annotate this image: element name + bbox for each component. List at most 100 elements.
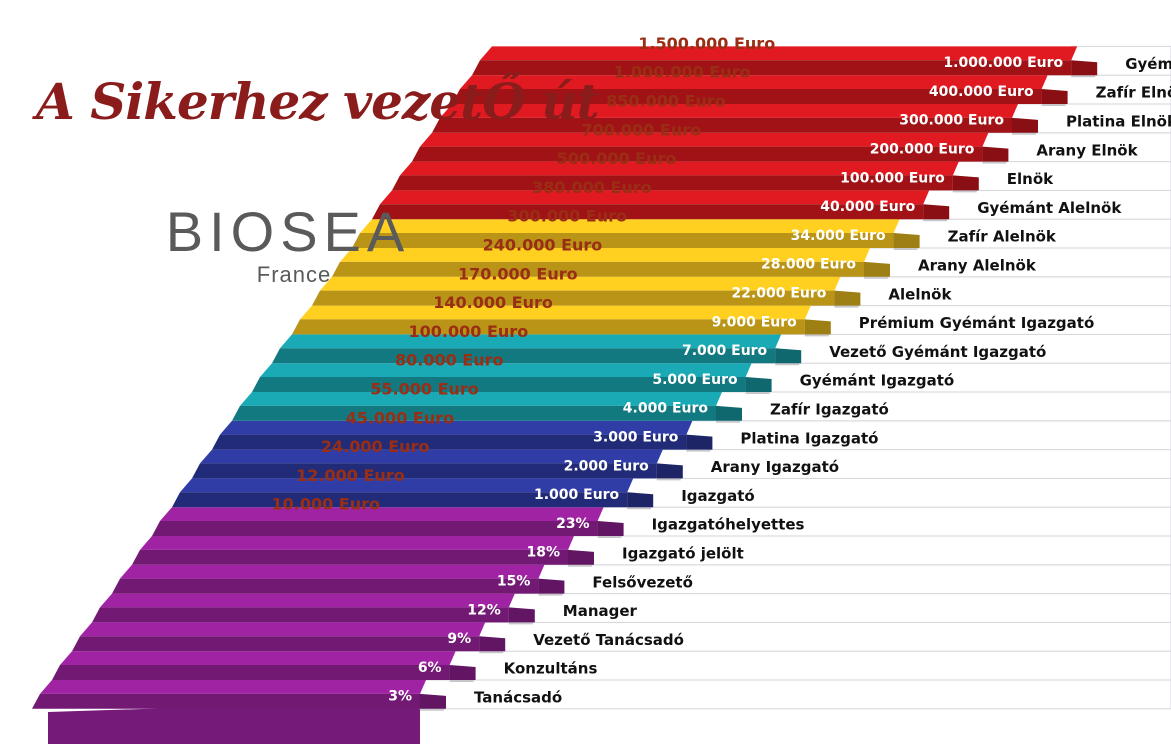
carpet-flap <box>538 578 565 594</box>
carpet-flap <box>627 492 654 508</box>
step-rank-label: Igazgató <box>681 487 755 505</box>
carpet-flap <box>686 434 713 450</box>
step-requirement-label: 80.000 Euro <box>395 351 504 370</box>
step-rank-label: Platina Elnök <box>1066 112 1171 130</box>
step-rank-label: Platina Igazgató <box>740 429 878 447</box>
carpet-tread <box>420 132 989 147</box>
brand-name: BIOSEA <box>165 200 411 263</box>
carpet-landing <box>48 700 420 744</box>
step-requirement-label: 10.000 Euro <box>271 495 380 514</box>
carpet-riser <box>332 261 864 277</box>
carpet-riser <box>252 377 746 392</box>
step-value-label: 100.000 Euro <box>840 170 945 186</box>
step-value-label: 5.000 Euro <box>652 372 738 388</box>
stair-band <box>449 650 1171 681</box>
step-value-label: 23% <box>556 516 590 532</box>
step-rank-label: Felsővezető <box>592 573 693 591</box>
step-rank-label: Prémium Gyémánt Igazgató <box>859 314 1094 332</box>
carpet-tread <box>380 190 930 205</box>
carpet-tread <box>80 622 486 637</box>
carpet-tread <box>480 46 1078 61</box>
carpet-riser <box>212 434 687 450</box>
step-rank-label: Gyémánt Alelnök <box>977 199 1122 217</box>
step-value-label: 40.000 Euro <box>820 199 915 215</box>
carpet-flap <box>804 319 831 335</box>
carpet-riser <box>112 578 539 594</box>
carpet-riser <box>352 233 894 248</box>
step-value-label: 12% <box>467 602 501 618</box>
step-value-label: 18% <box>526 545 560 561</box>
carpet-tread <box>340 248 870 262</box>
step-rank-label: Igazgatóhelyettes <box>652 516 805 534</box>
carpet-tread <box>460 75 1048 90</box>
step-requirement-label: 140.000 Euro <box>433 293 553 312</box>
stair-band <box>685 420 1171 451</box>
carpet-riser <box>232 405 716 421</box>
carpet-riser <box>472 60 1072 76</box>
step-value-label: 34.000 Euro <box>791 228 886 244</box>
step-requirement-label: 500.000 Euro <box>557 149 677 168</box>
stair-band <box>833 276 1171 307</box>
carpet-flap <box>420 693 446 709</box>
carpet-riser <box>172 492 628 508</box>
carpet-flap <box>1071 60 1098 76</box>
carpet-flap <box>745 377 772 392</box>
carpet-flap <box>864 261 890 277</box>
step-requirement-label: 300.000 Euro <box>507 207 627 226</box>
stair-band <box>774 333 1171 364</box>
carpet-flap <box>716 405 742 421</box>
carpet-flap <box>775 348 802 364</box>
carpet-flap <box>1012 117 1038 133</box>
carpet-riser <box>92 607 509 623</box>
carpet-tread <box>280 334 782 349</box>
step-rank-label: Arany Alelnök <box>918 256 1037 274</box>
step-rank-label: Konzultáns <box>504 660 598 678</box>
step-rank-label: Vezető Tanácsadó <box>533 631 684 649</box>
carpet-flap <box>834 290 861 306</box>
brand-subtitle: France <box>256 262 332 287</box>
step-value-label: 1.000.000 Euro <box>943 55 1063 71</box>
step-value-label: 3.000 Euro <box>593 430 679 446</box>
carpet-riser <box>452 89 1042 104</box>
stair-band <box>537 564 1171 595</box>
carpet-tread <box>180 478 634 493</box>
carpet-tread <box>300 305 811 320</box>
stair-band <box>952 161 1171 191</box>
step-rank-label: Tanácsadó <box>474 688 562 706</box>
step-requirement-label: 380.000 Euro <box>532 178 652 197</box>
brand-logo: BIOSEA France <box>158 200 418 288</box>
step-value-label: 22.000 Euro <box>731 286 826 302</box>
carpet-tread <box>260 363 752 378</box>
carpet-tread <box>240 392 722 406</box>
stair-band <box>981 132 1171 163</box>
carpet-tread <box>200 449 663 464</box>
page-title: A Sikerhez vezetŐ út <box>36 72 600 131</box>
step-requirement-label: 240.000 Euro <box>483 235 603 254</box>
carpet-riser <box>52 665 450 680</box>
stair-band <box>1011 103 1171 134</box>
carpet-riser <box>432 117 1012 133</box>
carpet-tread <box>160 507 604 522</box>
step-requirement-label: 170.000 Euro <box>458 264 578 283</box>
carpet-flap <box>923 204 950 220</box>
step-value-label: 2.000 Euro <box>564 458 650 474</box>
carpet-flap <box>893 233 920 248</box>
step-rank-label: Gyémánt Elnök <box>1125 55 1171 73</box>
carpet-tread <box>140 536 574 550</box>
step-rank-label: Arany Igazgató <box>711 458 839 476</box>
stair-band <box>922 189 1171 220</box>
carpet-flap <box>449 665 476 680</box>
step-rank-label: Zafír Igazgató <box>770 400 889 418</box>
carpet-tread <box>220 420 693 435</box>
step-value-label: 9% <box>447 631 471 647</box>
step-value-label: 400.000 Euro <box>929 84 1034 100</box>
carpet-riser <box>292 319 805 335</box>
step-rank-label: Elnök <box>1007 170 1054 188</box>
step-requirement-label: 700.000 Euro <box>581 120 701 139</box>
carpet-riser <box>392 175 953 191</box>
carpet-flap <box>1041 89 1068 104</box>
step-rank-label: Igazgató jelölt <box>622 544 744 562</box>
carpet-tread <box>60 651 456 666</box>
